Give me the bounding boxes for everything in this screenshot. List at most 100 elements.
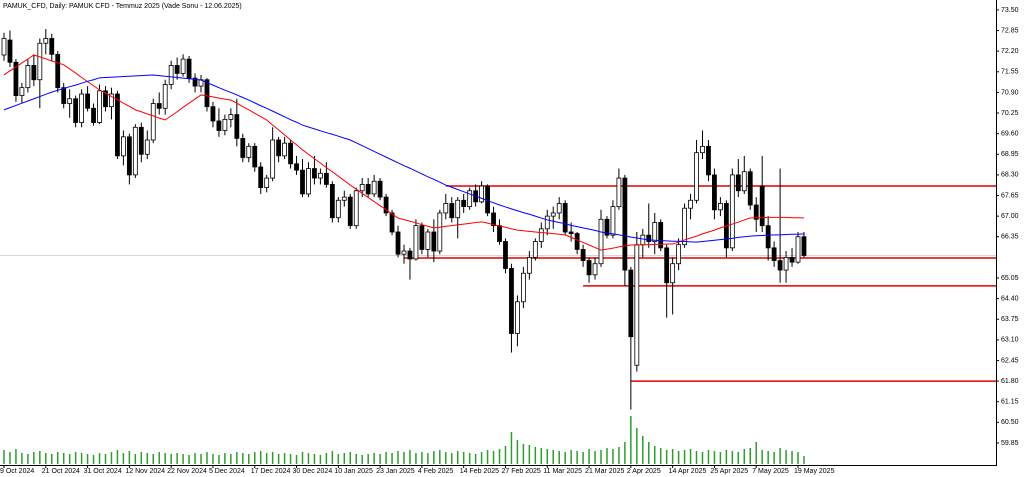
candle-body — [162, 84, 168, 109]
candle-body — [67, 98, 73, 104]
x-tick-label: 5 Dec 2024 — [209, 468, 245, 475]
candle-body — [294, 163, 299, 171]
volume-bar — [21, 453, 23, 464]
volume-bar — [564, 452, 566, 464]
candle-body — [449, 203, 455, 219]
volume-bar — [98, 453, 101, 464]
volume-bar — [27, 454, 29, 464]
candle-body — [425, 231, 431, 250]
candle-body — [497, 225, 502, 242]
candle-body — [85, 93, 90, 109]
volume-bar — [451, 453, 453, 464]
volume-bar — [116, 450, 119, 464]
volume-bar — [409, 450, 411, 464]
volume-bar — [427, 453, 429, 464]
x-tick-label: 11 Mar 2025 — [543, 468, 582, 475]
volume-bar — [713, 451, 716, 464]
candle-body — [437, 212, 443, 252]
y-tick-label: 63.75 — [1001, 316, 1019, 323]
candle-body — [264, 177, 270, 188]
candle-body — [43, 38, 49, 44]
volume-bar — [56, 452, 59, 464]
volume-bar — [15, 449, 17, 464]
volume-bar — [600, 450, 602, 464]
volume-bar — [206, 452, 208, 464]
volume-bar — [176, 453, 178, 464]
candle-body — [252, 145, 258, 168]
y-tick-label: 63.10 — [1001, 337, 1019, 344]
candle-body — [234, 114, 240, 139]
candle-body — [556, 203, 562, 214]
candle-body — [323, 172, 329, 185]
candle-body — [783, 256, 789, 271]
candle-body — [377, 180, 383, 198]
volume-bar — [492, 451, 495, 464]
volume-bar — [367, 454, 369, 464]
volume-bar — [755, 442, 757, 464]
volume-bar — [164, 453, 166, 464]
candle-body — [741, 171, 747, 192]
x-tick-label: 14 Feb 2025 — [460, 468, 499, 475]
candle-body — [216, 120, 222, 131]
candle-body — [61, 87, 67, 104]
y-tick-label: 70.25 — [1001, 110, 1019, 117]
candle-body — [706, 145, 711, 176]
volume-bar — [158, 452, 160, 464]
candle-body — [371, 180, 377, 195]
volume-bar — [797, 452, 799, 464]
candle-body — [795, 236, 801, 263]
volume-bar — [33, 452, 35, 464]
candle-body — [586, 260, 592, 276]
volume-bar — [212, 454, 214, 464]
volume-bar — [62, 453, 65, 464]
candle-body — [383, 196, 389, 214]
volume-bar — [725, 450, 728, 464]
volume-bar — [289, 454, 292, 464]
volume-bar — [588, 449, 590, 464]
candle-body — [186, 58, 192, 79]
volume-bar — [248, 454, 250, 464]
candle-body — [485, 185, 490, 214]
volume-bar — [576, 451, 578, 464]
x-tick-label: 21 Oct 2024 — [42, 468, 80, 475]
candle-body — [25, 65, 31, 89]
candle-body — [91, 107, 96, 123]
volume-bar — [618, 447, 620, 464]
volume-bar — [433, 451, 435, 464]
volume-bar — [134, 454, 137, 464]
volume-bar — [534, 447, 537, 464]
candle-body — [222, 118, 228, 131]
candle-body — [735, 174, 741, 192]
y-tick-label: 72.85 — [1001, 27, 1019, 34]
y-tick-label: 67.00 — [1001, 213, 1019, 220]
candle-body — [574, 233, 580, 250]
y-tick-label: 67.65 — [1001, 192, 1019, 199]
y-tick-label: 70.90 — [1001, 89, 1019, 96]
chart-title: PAMUK_CFD, Daily: PAMUK CFD - Temmuz 202… — [3, 3, 242, 10]
volume-bar — [606, 448, 608, 464]
candle-body — [759, 185, 765, 227]
volume-bar — [355, 454, 357, 464]
volume-bar — [486, 450, 489, 464]
candle-body — [658, 222, 664, 249]
volume-bar — [385, 452, 387, 464]
candle-body — [461, 199, 467, 208]
candle-body — [753, 204, 759, 220]
volume-bar — [146, 453, 149, 464]
volume-bar — [51, 454, 53, 464]
volume-bar — [540, 448, 543, 464]
volume-bar — [259, 451, 262, 464]
volume-bar — [773, 452, 775, 464]
volume-bar — [182, 454, 184, 464]
candle-body — [729, 174, 735, 249]
volume-bar — [200, 454, 202, 464]
candle-body — [276, 139, 282, 157]
volume-bar — [468, 453, 471, 464]
volume-bar — [552, 450, 554, 464]
volume-bar — [522, 444, 525, 464]
x-tick-label: 21 Mar 2025 — [585, 468, 624, 475]
volume-bar — [701, 452, 704, 464]
volume-bar — [767, 451, 769, 464]
moving-average-line — [3, 74, 805, 243]
